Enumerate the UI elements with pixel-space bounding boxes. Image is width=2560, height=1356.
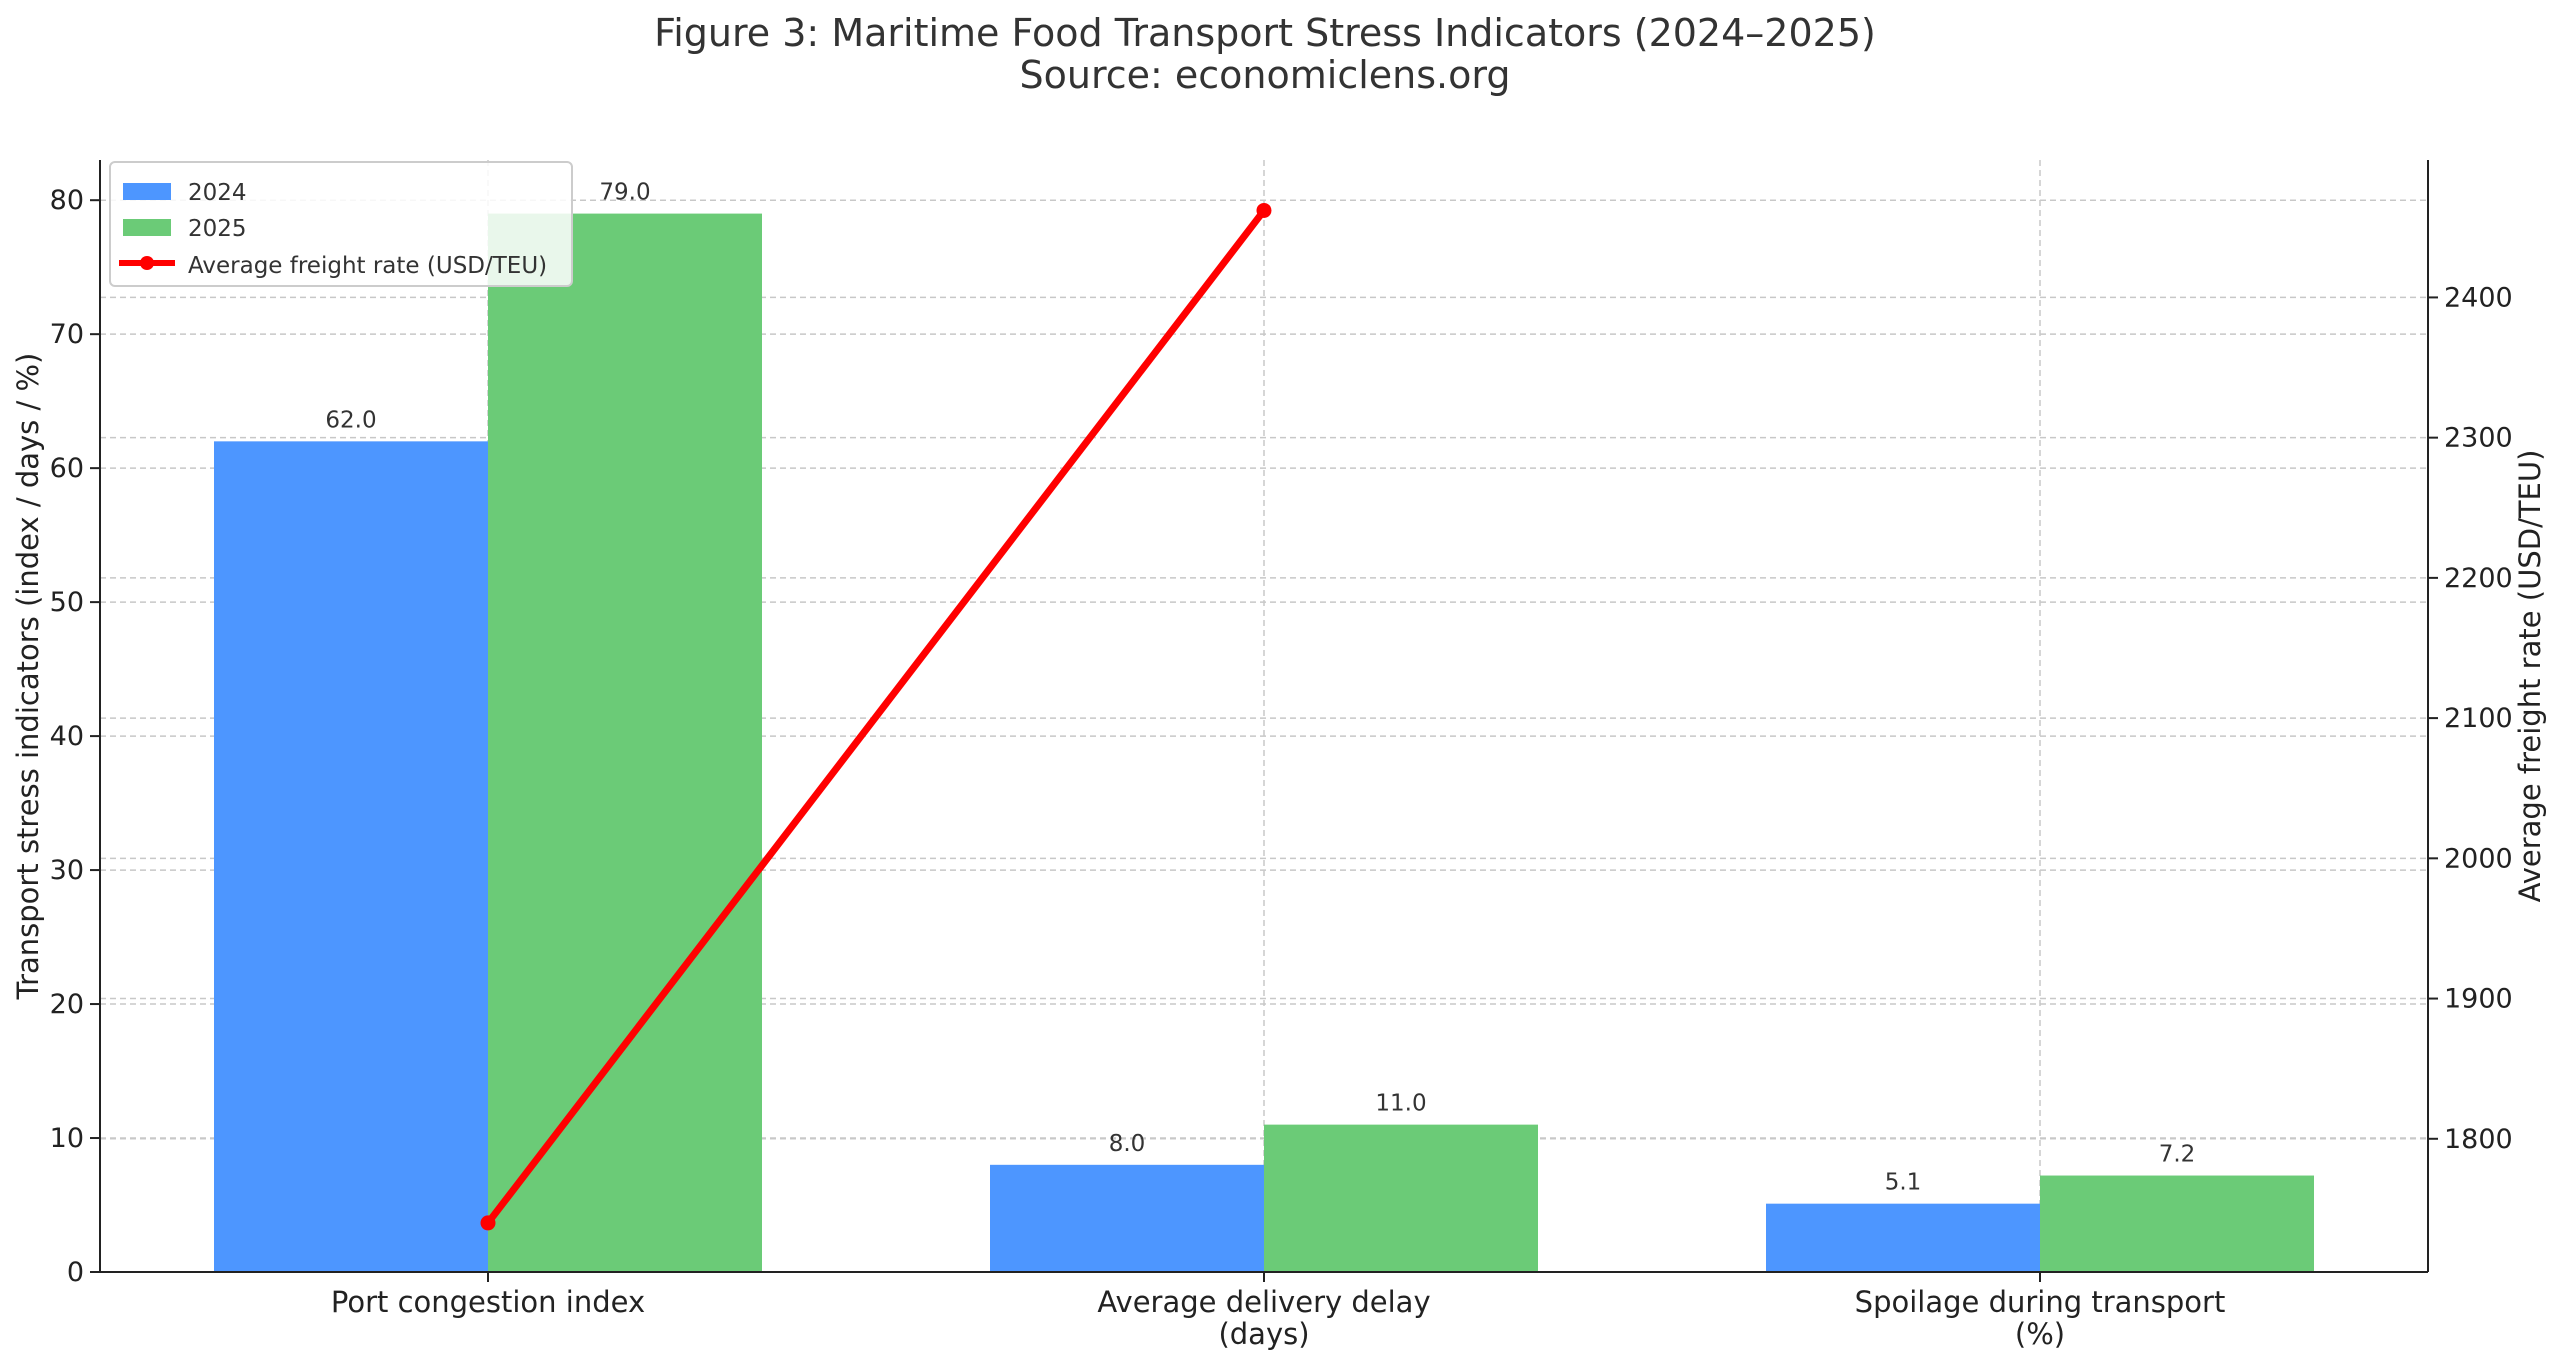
y-tick-label: 60 (50, 453, 84, 484)
x-tick-label: (%) (2015, 1317, 2065, 1351)
data-label-2025-1: 11.0 (1375, 1091, 1426, 1117)
bar-2024-2 (1766, 1203, 2040, 1272)
y2-tick-label: 2000 (2444, 843, 2513, 874)
bar-2024-0 (214, 441, 488, 1273)
legend-label-2025: 2025 (188, 216, 247, 242)
bar-2025-0 (488, 213, 762, 1273)
y-tick-label: 40 (50, 721, 84, 752)
legend-label-freight: Average freight rate (USD/TEU) (188, 253, 547, 279)
legend-swatch-2025 (123, 219, 171, 236)
x-tick-label: Port congestion index (331, 1285, 645, 1319)
chart-subtitle: Source: economiclens.org (1020, 53, 1511, 97)
legend-swatch-2024 (123, 183, 171, 200)
y2-tick-label: 2200 (2444, 563, 2513, 594)
bar-2024-1 (990, 1164, 1264, 1272)
bars (214, 213, 2314, 1273)
legend: 2024 2025 Average freight rate (USD/TEU) (109, 161, 573, 287)
bar-data-labels: 62.0 8.0 5.1 79.0 11.0 7.2 (325, 180, 2195, 1196)
legend-frame (109, 161, 573, 287)
y2-tick-label: 2400 (2444, 282, 2513, 313)
data-label-2024-1: 8.0 (1109, 1131, 1146, 1157)
freight-rate-line (480, 202, 1272, 1231)
x-tick-label: (days) (1218, 1317, 1309, 1351)
y-tick-label: 80 (50, 185, 84, 216)
x-tick-label: Average delivery delay (1097, 1285, 1430, 1319)
y-tick-label: 10 (50, 1123, 84, 1154)
data-label-2025-2: 7.2 (2159, 1142, 2196, 1168)
freight-rate-point-1 (1256, 202, 1272, 218)
freight-rate-polyline (485, 208, 1267, 1226)
data-label-2024-2: 5.1 (1885, 1170, 1922, 1196)
chart-title: Figure 3: Maritime Food Transport Stress… (654, 11, 1876, 55)
bar-2025-1 (1264, 1124, 1538, 1272)
data-label-2025-0: 79.0 (599, 180, 650, 206)
y2-tick-label: 2100 (2444, 703, 2513, 734)
y2-tick-label: 1800 (2444, 1124, 2513, 1155)
y2-axis-label: Average freight rate (USD/TEU) (2513, 450, 2547, 903)
y2-tick-label: 1900 (2444, 984, 2513, 1015)
y-tick-label: 0 (67, 1257, 84, 1288)
y-tick-label: 20 (50, 989, 84, 1020)
data-label-2024-0: 62.0 (325, 407, 376, 433)
freight-rate-point-0 (480, 1215, 496, 1231)
y-tick-label: 30 (50, 855, 84, 886)
bar-2025-2 (2040, 1175, 2314, 1272)
y-tick-label: 50 (50, 587, 84, 618)
y-tick-label: 70 (50, 319, 84, 350)
axes: 0 10 20 30 40 50 60 70 80 1800 1900 2000 2100 2200 230… (50, 160, 2513, 1351)
y-axis-label: Transport stress indicators (index / day… (11, 353, 45, 1001)
legend-swatch-freight-marker (140, 256, 154, 270)
y2-tick-label: 2300 (2444, 423, 2513, 454)
x-tick-label: Spoilage during transport (1855, 1285, 2226, 1319)
legend-label-2024: 2024 (188, 180, 247, 206)
